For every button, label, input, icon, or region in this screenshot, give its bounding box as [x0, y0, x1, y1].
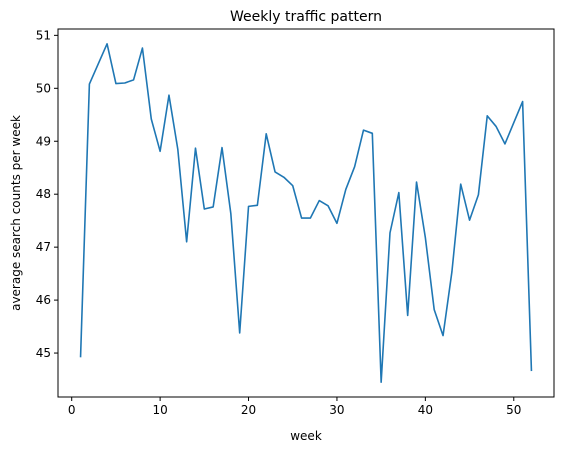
x-tick-label: 0: [68, 403, 76, 417]
y-tick-label: 51: [36, 28, 51, 42]
series-line: [79, 43, 533, 383]
chart-title: Weekly traffic pattern: [230, 9, 382, 25]
ticks-layer: 0 10 20 30 40 50 45 46 47 48 49 50 51: [36, 28, 522, 417]
x-tick-label: 20: [241, 403, 256, 417]
y-tick-label: 46: [36, 293, 51, 307]
x-axis-label: week: [290, 429, 322, 443]
y-tick-label: 48: [36, 187, 51, 201]
x-tick-label: 40: [418, 403, 433, 417]
y-axis-label: average search counts per week: [9, 115, 23, 311]
plot-frame: [57, 28, 555, 398]
x-tick-label: 30: [329, 403, 344, 417]
y-tick-label: 45: [36, 346, 51, 360]
y-tick-label: 49: [36, 134, 51, 148]
series-layer: [79, 43, 533, 383]
y-tick-label: 50: [36, 81, 51, 95]
x-tick-label: 10: [152, 403, 167, 417]
y-tick-label: 47: [36, 240, 51, 254]
x-tick-label: 50: [506, 403, 521, 417]
